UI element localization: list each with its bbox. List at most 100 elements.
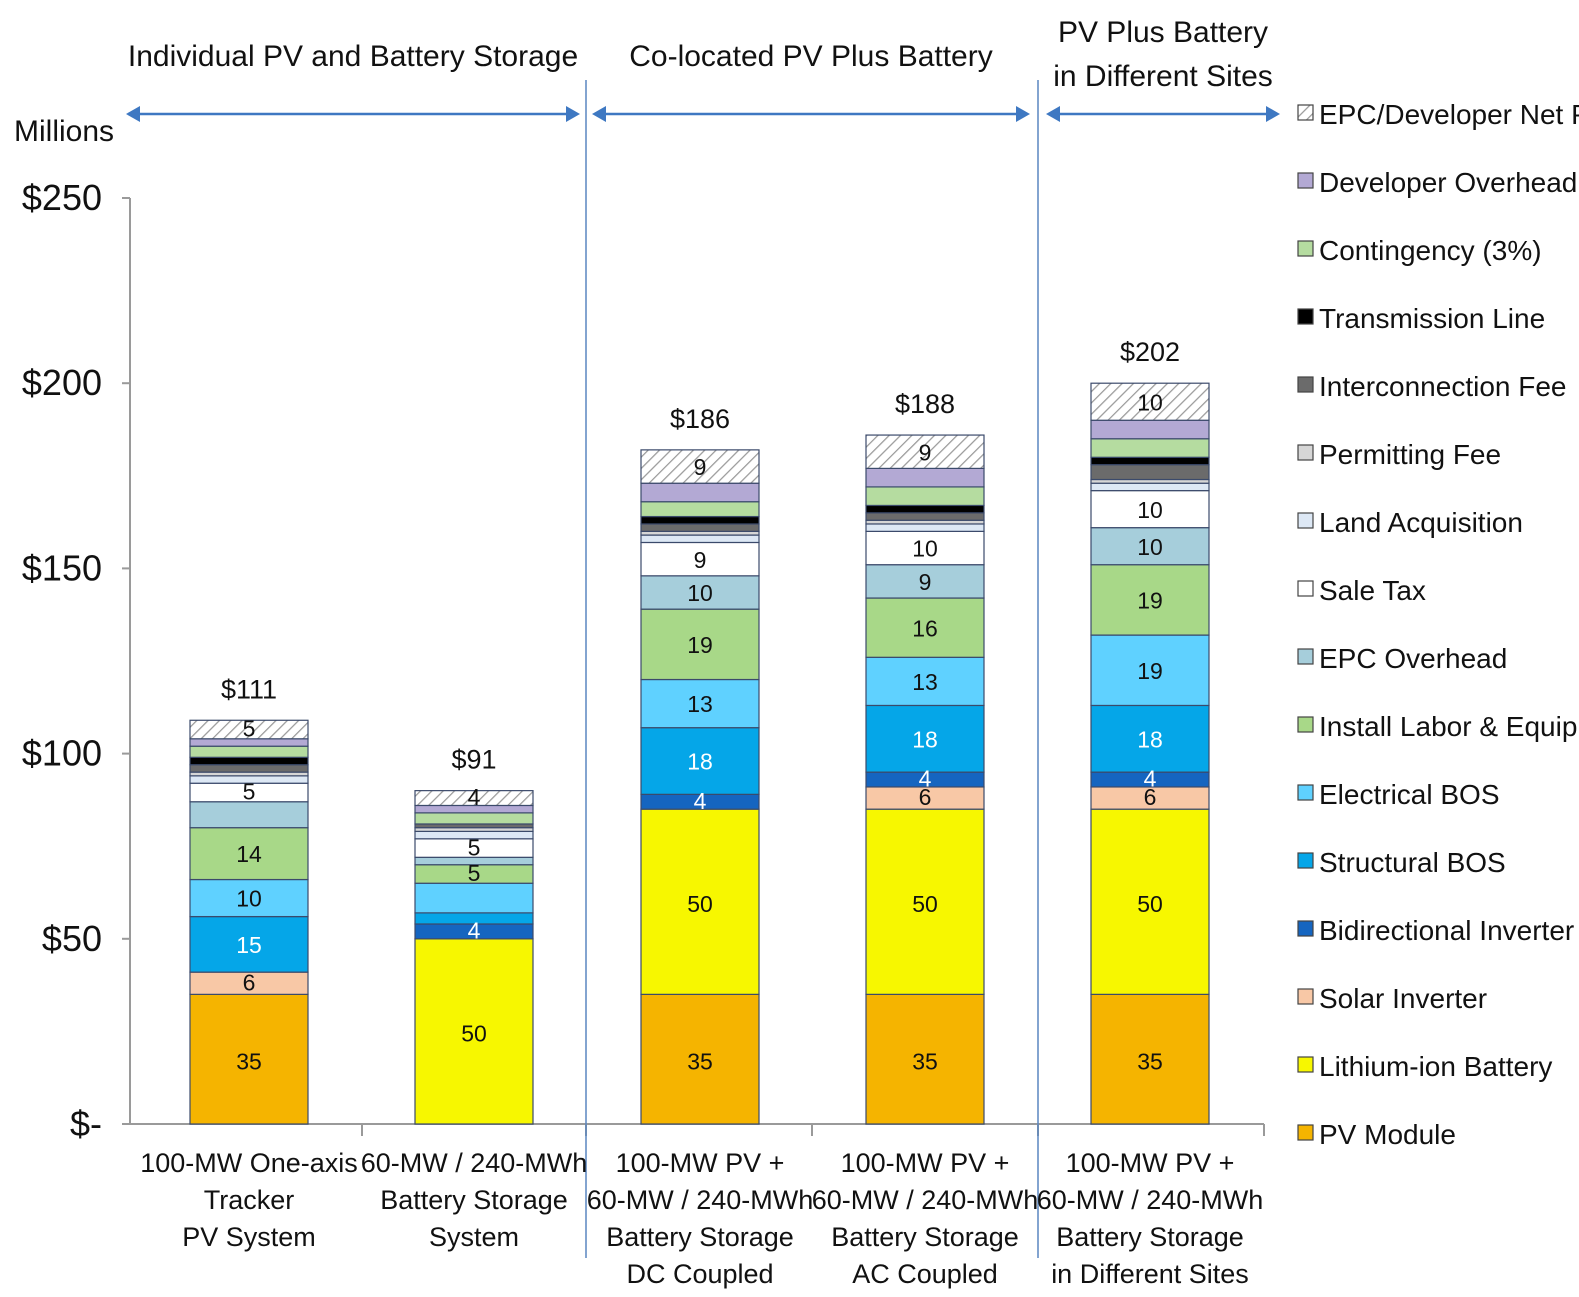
x-category-label: AC Coupled <box>852 1259 998 1289</box>
arrowhead-left-icon <box>592 106 606 122</box>
x-category-label: Battery Storage <box>831 1222 1019 1252</box>
segment-value-label: 18 <box>912 726 938 752</box>
bar-segment <box>189 878 309 918</box>
bar-segment <box>414 812 534 825</box>
legend-swatch <box>1297 104 1314 121</box>
x-category-label: in Different Sites <box>1051 1259 1249 1289</box>
bar-total-label: $202 <box>1120 337 1180 367</box>
bar-segment <box>1090 993 1210 1125</box>
bar-segment <box>640 808 760 995</box>
segment-value-label: 6 <box>919 784 932 810</box>
legend-label: EPC/Developer Net Profit <box>1319 99 1579 130</box>
legend-label: Contingency (3%) <box>1319 235 1542 266</box>
bar-segment <box>865 530 985 566</box>
legend-swatch <box>1297 1124 1314 1141</box>
legend-swatch <box>1297 1056 1314 1073</box>
bar-segment <box>640 534 760 544</box>
bar-segment <box>414 938 534 1125</box>
bar-segment <box>1090 704 1210 773</box>
segment-value-label: 50 <box>912 891 938 917</box>
bar-segment <box>640 449 760 484</box>
bar-segment <box>189 827 309 881</box>
x-category-label: 100-MW PV + <box>616 1148 785 1178</box>
bar-total-label: $91 <box>451 745 496 775</box>
y-axis-label: Millions <box>14 115 114 148</box>
bar-segment <box>1090 808 1210 995</box>
bar-segment <box>189 915 309 973</box>
segment-value-label: 5 <box>468 860 481 886</box>
x-category-label: 100-MW PV + <box>1066 1148 1235 1178</box>
segment-value-label: 50 <box>1137 891 1163 917</box>
bar-segment <box>640 501 760 518</box>
bar-segment <box>640 523 760 532</box>
bar-segment <box>865 597 985 658</box>
segment-value-label: 50 <box>461 1020 487 1046</box>
segment-value-label: 19 <box>1137 588 1163 614</box>
segment-value-label: 4 <box>694 788 707 814</box>
bar-total-label: $111 <box>221 674 277 704</box>
bar-segment <box>865 434 985 469</box>
segment-value-label: 6 <box>1144 784 1157 810</box>
legend-label: Lithium-ion Battery <box>1319 1051 1552 1082</box>
segment-value-label: 9 <box>919 569 932 595</box>
legend-swatch <box>1297 852 1314 869</box>
bar-segment <box>189 719 309 740</box>
segment-value-label: 6 <box>243 969 256 995</box>
bar-segment <box>1090 438 1210 458</box>
x-category-label: 60-MW / 240-MWh <box>587 1185 814 1215</box>
bar-segment <box>865 564 985 599</box>
bar-segment <box>865 486 985 507</box>
bar-segment <box>865 512 985 521</box>
bar-segment <box>1090 419 1210 440</box>
segment-value-label: 19 <box>687 632 713 658</box>
segment-value-label: 4 <box>919 766 932 792</box>
y-tick-label: $50 <box>42 918 102 959</box>
y-tick-label: $150 <box>22 547 102 588</box>
segment-value-label: 10 <box>1137 534 1163 560</box>
group-title: Co-located PV Plus Battery <box>629 40 993 73</box>
segment-value-label: 35 <box>687 1048 713 1074</box>
legend-label: Bidirectional Inverter <box>1319 915 1574 946</box>
bar-segment <box>1090 564 1210 636</box>
legend-swatch <box>1297 784 1314 801</box>
x-category-label: Battery Storage <box>606 1222 794 1252</box>
group-title: Individual PV and Battery Storage <box>128 40 578 73</box>
bar-segment <box>640 678 760 729</box>
x-category-label: PV System <box>182 1222 316 1252</box>
x-category-label: System <box>429 1222 519 1252</box>
bar-segment <box>1090 482 1210 492</box>
x-category-label: 100-MW PV + <box>841 1148 1010 1178</box>
x-category-label: Battery Storage <box>380 1185 568 1215</box>
bar-segment <box>865 504 985 514</box>
bar-segment <box>1090 527 1210 566</box>
bar-segment <box>414 882 534 914</box>
bar-segment <box>189 745 309 758</box>
arrowhead-left-icon <box>1046 106 1060 122</box>
segment-value-label: 5 <box>468 834 481 860</box>
legend-label: Solar Inverter <box>1319 983 1487 1014</box>
x-category-label: 60-MW / 240-MWh <box>361 1148 588 1178</box>
legend-swatch <box>1297 988 1314 1005</box>
segment-value-label: 4 <box>468 918 481 944</box>
group-title: PV Plus Battery <box>1058 16 1268 49</box>
segment-value-label: 10 <box>912 536 938 562</box>
bar-segment <box>865 808 985 995</box>
bar-total-label: $186 <box>670 404 730 434</box>
legend-swatch <box>1297 716 1314 733</box>
bar-segment <box>189 764 309 773</box>
legend-label: Structural BOS <box>1319 847 1506 878</box>
legend-label: Permitting Fee <box>1319 439 1501 470</box>
legend-swatch <box>1297 240 1314 257</box>
legend-swatch <box>1297 648 1314 665</box>
bar-segment <box>640 608 760 681</box>
segment-value-label: 13 <box>912 669 938 695</box>
bar-segment <box>189 801 309 829</box>
legend-label: Interconnection Fee <box>1319 371 1567 402</box>
segment-value-label: 10 <box>687 580 713 606</box>
legend-swatch <box>1297 920 1314 937</box>
bar-segment <box>865 704 985 773</box>
legend-swatch <box>1297 580 1314 597</box>
legend-label: Install Labor & Equipment <box>1319 711 1579 742</box>
bar-segment <box>640 515 760 525</box>
